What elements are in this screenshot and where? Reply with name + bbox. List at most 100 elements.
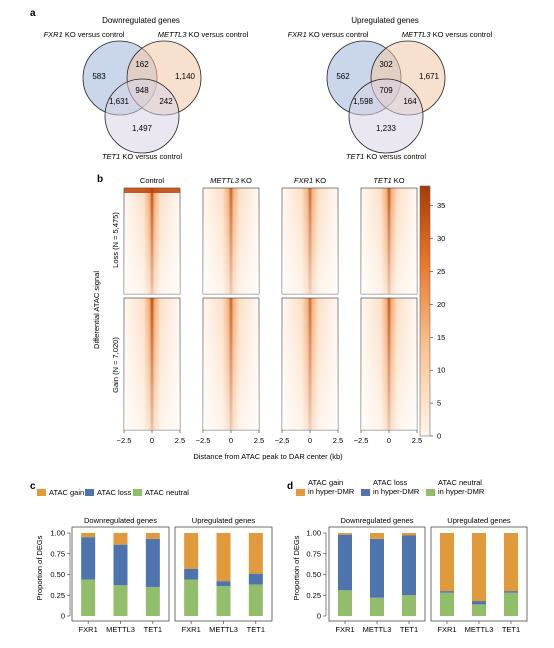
heatmap-xtick-label: 0 — [150, 436, 154, 445]
x-tick-label: TET1 — [502, 625, 520, 634]
bar-segment — [113, 533, 128, 545]
bar-segment — [440, 533, 454, 592]
bar-segment — [370, 538, 384, 598]
venn-tet1-label: TET1 KO versus control — [102, 152, 182, 161]
venn-count: 1,497 — [132, 124, 153, 133]
heatmap-xtick-label: 2.5 — [333, 436, 343, 445]
legend-label: ATAC loss — [97, 488, 132, 497]
venn-mettl3-label: METTL3 KO versus control — [158, 30, 249, 39]
bar-segment — [402, 533, 416, 536]
heatmap-fade — [203, 298, 259, 430]
heatmap-top-band — [124, 188, 180, 193]
venn-count: 562 — [336, 72, 350, 81]
venn-fxr1-label: FXR1 KO versus control — [288, 30, 369, 39]
heatmap-xtick-label: 0 — [229, 436, 233, 445]
venn-tet1-label: TET1 KO versus control — [346, 152, 426, 161]
x-tick-label: FXR1 — [79, 625, 98, 634]
heatmap-ylabel: Differential ATAC signal — [92, 271, 101, 349]
colorbar — [419, 185, 431, 437]
heatmap-fade — [282, 298, 338, 430]
bar-segment — [216, 581, 231, 587]
x-tick-label: METTL3 — [106, 625, 135, 634]
bar-segment — [81, 533, 96, 538]
facet-title: Downregulated genes — [341, 516, 414, 525]
venn-count: 1,598 — [353, 97, 374, 106]
bar-segment — [145, 538, 160, 587]
bar-segment — [145, 586, 160, 616]
venn-title: Downregulated genes — [102, 16, 180, 25]
venn-title: Upregulated genes — [351, 16, 419, 25]
venn-circle-tet1 — [104, 78, 180, 154]
y-tick-label: 1.00 — [50, 529, 65, 538]
chart-ylabel: Proportion of DEGs — [292, 535, 301, 600]
bar-segment — [184, 568, 199, 580]
y-tick-label: 0.50 — [306, 570, 321, 579]
heatmap-panel: Differential ATAC signal Loss (N = 5,475… — [92, 176, 445, 461]
facet-title: Upregulated genes — [192, 516, 256, 525]
y-tick-label: 0 — [317, 612, 321, 621]
heatmap-fade — [124, 188, 180, 294]
venn-count: 162 — [135, 60, 149, 69]
colorbar-tick-label: 0 — [437, 432, 441, 441]
bar-chart-c: ATAC gain ATAC loss ATAC neutral Proportion… — [35, 488, 273, 634]
legend-label: ATAC neutral — [145, 488, 189, 497]
x-tick-label: FXR1 — [182, 625, 201, 634]
venn-count: 1,631 — [109, 97, 130, 106]
bar-segment — [504, 533, 518, 592]
colorbar-tick-label: 20 — [437, 300, 445, 309]
heatmap-col-label: Control — [140, 176, 165, 185]
x-tick-label: METTL3 — [465, 625, 494, 634]
venn-count: 302 — [379, 60, 393, 69]
colorbar-tick-label: 5 — [437, 399, 441, 408]
heatmap-xlabel: Distance from ATAC peak to DAR center (k… — [193, 452, 343, 461]
colorbar-tick-label: 30 — [437, 234, 445, 243]
heatmap-fade — [203, 188, 259, 294]
bar-segment — [402, 535, 416, 596]
heatmap-fade — [282, 188, 338, 294]
bar-segment — [472, 533, 486, 602]
y-tick-label: 1.00 — [306, 529, 321, 538]
heatmap-xtick-label: −2.5 — [354, 436, 369, 445]
heatmap-col-label: FXR1 KO — [294, 176, 326, 185]
heatmap-row-loss-label: Loss (N = 5,475) — [111, 212, 120, 268]
venn-count: 1,140 — [175, 72, 196, 81]
colorbar-tick-label: 35 — [437, 201, 445, 210]
bar-segment — [113, 544, 128, 586]
colorbar-tick-label: 25 — [437, 267, 445, 276]
bar-segment — [338, 590, 352, 616]
panel-label-a: a — [30, 8, 36, 19]
x-tick-label: FXR1 — [437, 625, 456, 634]
bar-segment — [248, 533, 263, 574]
bar-segment — [216, 533, 231, 582]
venn-count: 583 — [92, 72, 106, 81]
venn-fxr1-label: FXR1 KO versus control — [44, 30, 125, 39]
panel-label-b: b — [97, 174, 103, 185]
venn-downregulated: Downregulated genes FXR1 KO versus contr… — [44, 16, 249, 161]
venn-circle-tet1 — [348, 78, 424, 154]
bar-segment — [145, 533, 160, 539]
legend-label: in hyper-DMR — [373, 487, 420, 496]
venn-mettl3-label: METTL3 KO versus control — [402, 30, 493, 39]
bar-segment — [248, 584, 263, 616]
bar-segment — [81, 537, 96, 580]
bar-segment — [184, 579, 199, 616]
panel-label-c: c — [30, 481, 36, 492]
legend-swatch — [37, 489, 46, 496]
facet-title: Downregulated genes — [84, 516, 157, 525]
y-tick-label: 0.75 — [50, 549, 65, 558]
x-tick-label: TET1 — [247, 625, 265, 634]
heatmap-xtick-label: 0 — [387, 436, 391, 445]
bar-segment — [248, 573, 263, 585]
heatmap-xtick-label: −2.5 — [117, 436, 132, 445]
heatmap-col-label: TET1 KO — [373, 176, 404, 185]
legend-label: ATAC loss — [373, 478, 408, 487]
bar-segment — [338, 534, 352, 591]
x-tick-label: TET1 — [400, 625, 418, 634]
legend-swatch — [361, 489, 370, 496]
y-tick-label: 0.50 — [50, 570, 65, 579]
heatmap-xtick-label: −2.5 — [196, 436, 211, 445]
chart-ylabel: Proportion of DEGs — [35, 535, 44, 600]
